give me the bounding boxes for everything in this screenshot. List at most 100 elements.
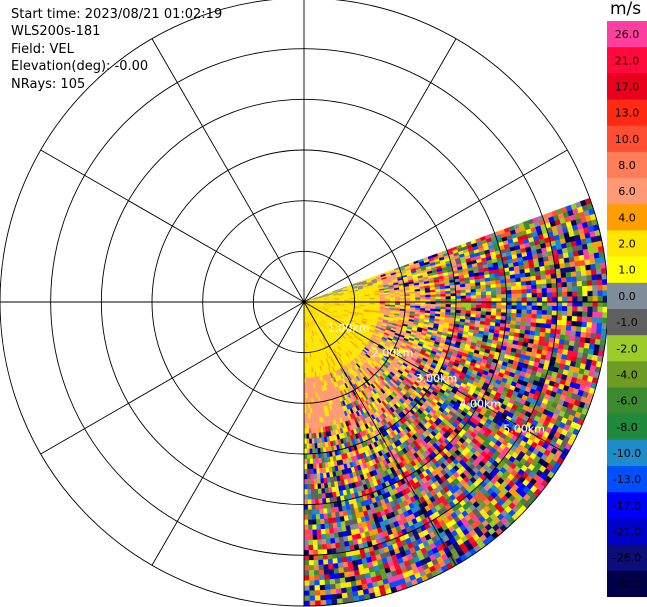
velocity-gate <box>531 305 538 311</box>
velocity-gate <box>571 316 578 322</box>
velocity-gate <box>530 275 537 281</box>
velocity-gate <box>567 306 573 312</box>
velocity-gate <box>587 290 593 297</box>
velocity-gate <box>562 296 568 302</box>
velocity-gate <box>574 260 581 267</box>
velocity-gate <box>586 280 593 287</box>
velocity-gate <box>455 304 462 308</box>
velocity-gate <box>510 316 517 322</box>
velocity-gate <box>490 283 497 289</box>
velocity-gate <box>582 296 588 302</box>
velocity-gate <box>511 305 517 310</box>
velocity-gate <box>420 294 426 298</box>
velocity-gate <box>520 321 527 327</box>
velocity-gate <box>551 310 558 316</box>
velocity-gate <box>430 299 436 302</box>
velocity-gate <box>572 306 578 312</box>
velocity-gate <box>515 277 522 283</box>
velocity-gate <box>486 294 492 299</box>
velocity-gate <box>525 276 532 282</box>
velocity-gate <box>519 268 526 274</box>
velocity-gate <box>480 314 487 319</box>
velocity-gate <box>435 294 441 298</box>
velocity-gate <box>582 306 588 313</box>
velocity-gate <box>384 298 391 301</box>
velocity-gate <box>500 286 507 291</box>
velocity-gate <box>450 296 457 300</box>
velocity-gate <box>475 285 481 290</box>
velocity-gate <box>440 304 447 308</box>
velocity-gate <box>501 308 507 313</box>
velocity-gate <box>541 314 548 320</box>
velocity-gate <box>465 307 472 312</box>
velocity-gate <box>465 295 472 299</box>
velocity-gate <box>535 279 542 285</box>
velocity-gate <box>551 287 558 293</box>
velocity-gate <box>545 328 551 334</box>
velocity-gate <box>597 306 604 313</box>
velocity-gate <box>576 275 583 282</box>
velocity-gate <box>581 321 588 328</box>
velocity-gate <box>516 309 522 314</box>
velocity-gate <box>520 281 527 286</box>
velocity-gate <box>500 312 507 317</box>
velocity-gate <box>541 296 548 302</box>
velocity-gate <box>571 321 578 327</box>
velocity-gate <box>560 272 567 279</box>
velocity-gate <box>596 279 603 286</box>
velocity-gate <box>556 287 563 293</box>
velocity-gate <box>541 318 547 324</box>
velocity-gate <box>415 303 421 307</box>
velocity-gate <box>490 315 497 320</box>
velocity-gate <box>531 292 538 298</box>
velocity-gate <box>579 260 586 267</box>
velocity-gate <box>540 327 546 333</box>
velocity-gate <box>569 335 576 342</box>
velocity-gate <box>405 295 411 299</box>
velocity-gate <box>581 316 588 323</box>
velocity-gate <box>585 269 592 276</box>
velocity-gate <box>491 298 497 302</box>
velocity-gate <box>496 294 502 299</box>
velocity-gate <box>435 306 441 310</box>
velocity-gate <box>425 297 431 300</box>
velocity-gate <box>561 315 568 321</box>
velocity-gate <box>394 298 401 301</box>
velocity-gate <box>526 305 533 311</box>
velocity-gate <box>577 286 583 292</box>
velocity-gate <box>506 293 512 299</box>
velocity-gate <box>567 291 573 297</box>
velocity-gate <box>565 267 572 273</box>
velocity-gate <box>545 323 552 329</box>
velocity-gate <box>585 327 592 334</box>
velocity-gate <box>571 276 577 283</box>
velocity-gate <box>491 308 497 313</box>
velocity-gate <box>531 313 537 319</box>
velocity-gate <box>530 318 537 324</box>
velocity-gate <box>595 268 602 275</box>
velocity-gate <box>491 290 497 295</box>
velocity-gate <box>531 284 537 290</box>
velocity-gate <box>546 319 552 325</box>
velocity-gate <box>584 337 591 344</box>
velocity-gate <box>556 319 562 326</box>
velocity-gate <box>526 288 532 294</box>
velocity-gate <box>516 285 522 291</box>
velocity-gate <box>546 292 553 298</box>
velocity-gate <box>536 292 543 298</box>
velocity-gate <box>465 298 472 302</box>
velocity-gate <box>450 304 457 308</box>
velocity-gate <box>450 290 456 294</box>
velocity-gate <box>425 303 431 307</box>
velocity-gate <box>460 310 467 314</box>
velocity-gate <box>389 298 396 301</box>
velocity-gate <box>445 298 452 302</box>
velocity-gate <box>460 307 467 311</box>
velocity-gate <box>591 322 598 329</box>
velocity-gate <box>541 283 547 289</box>
velocity-gate <box>496 297 502 302</box>
velocity-gate <box>496 305 502 310</box>
velocity-gate <box>410 295 416 299</box>
velocity-gate <box>525 321 532 327</box>
velocity-gate <box>596 274 603 281</box>
